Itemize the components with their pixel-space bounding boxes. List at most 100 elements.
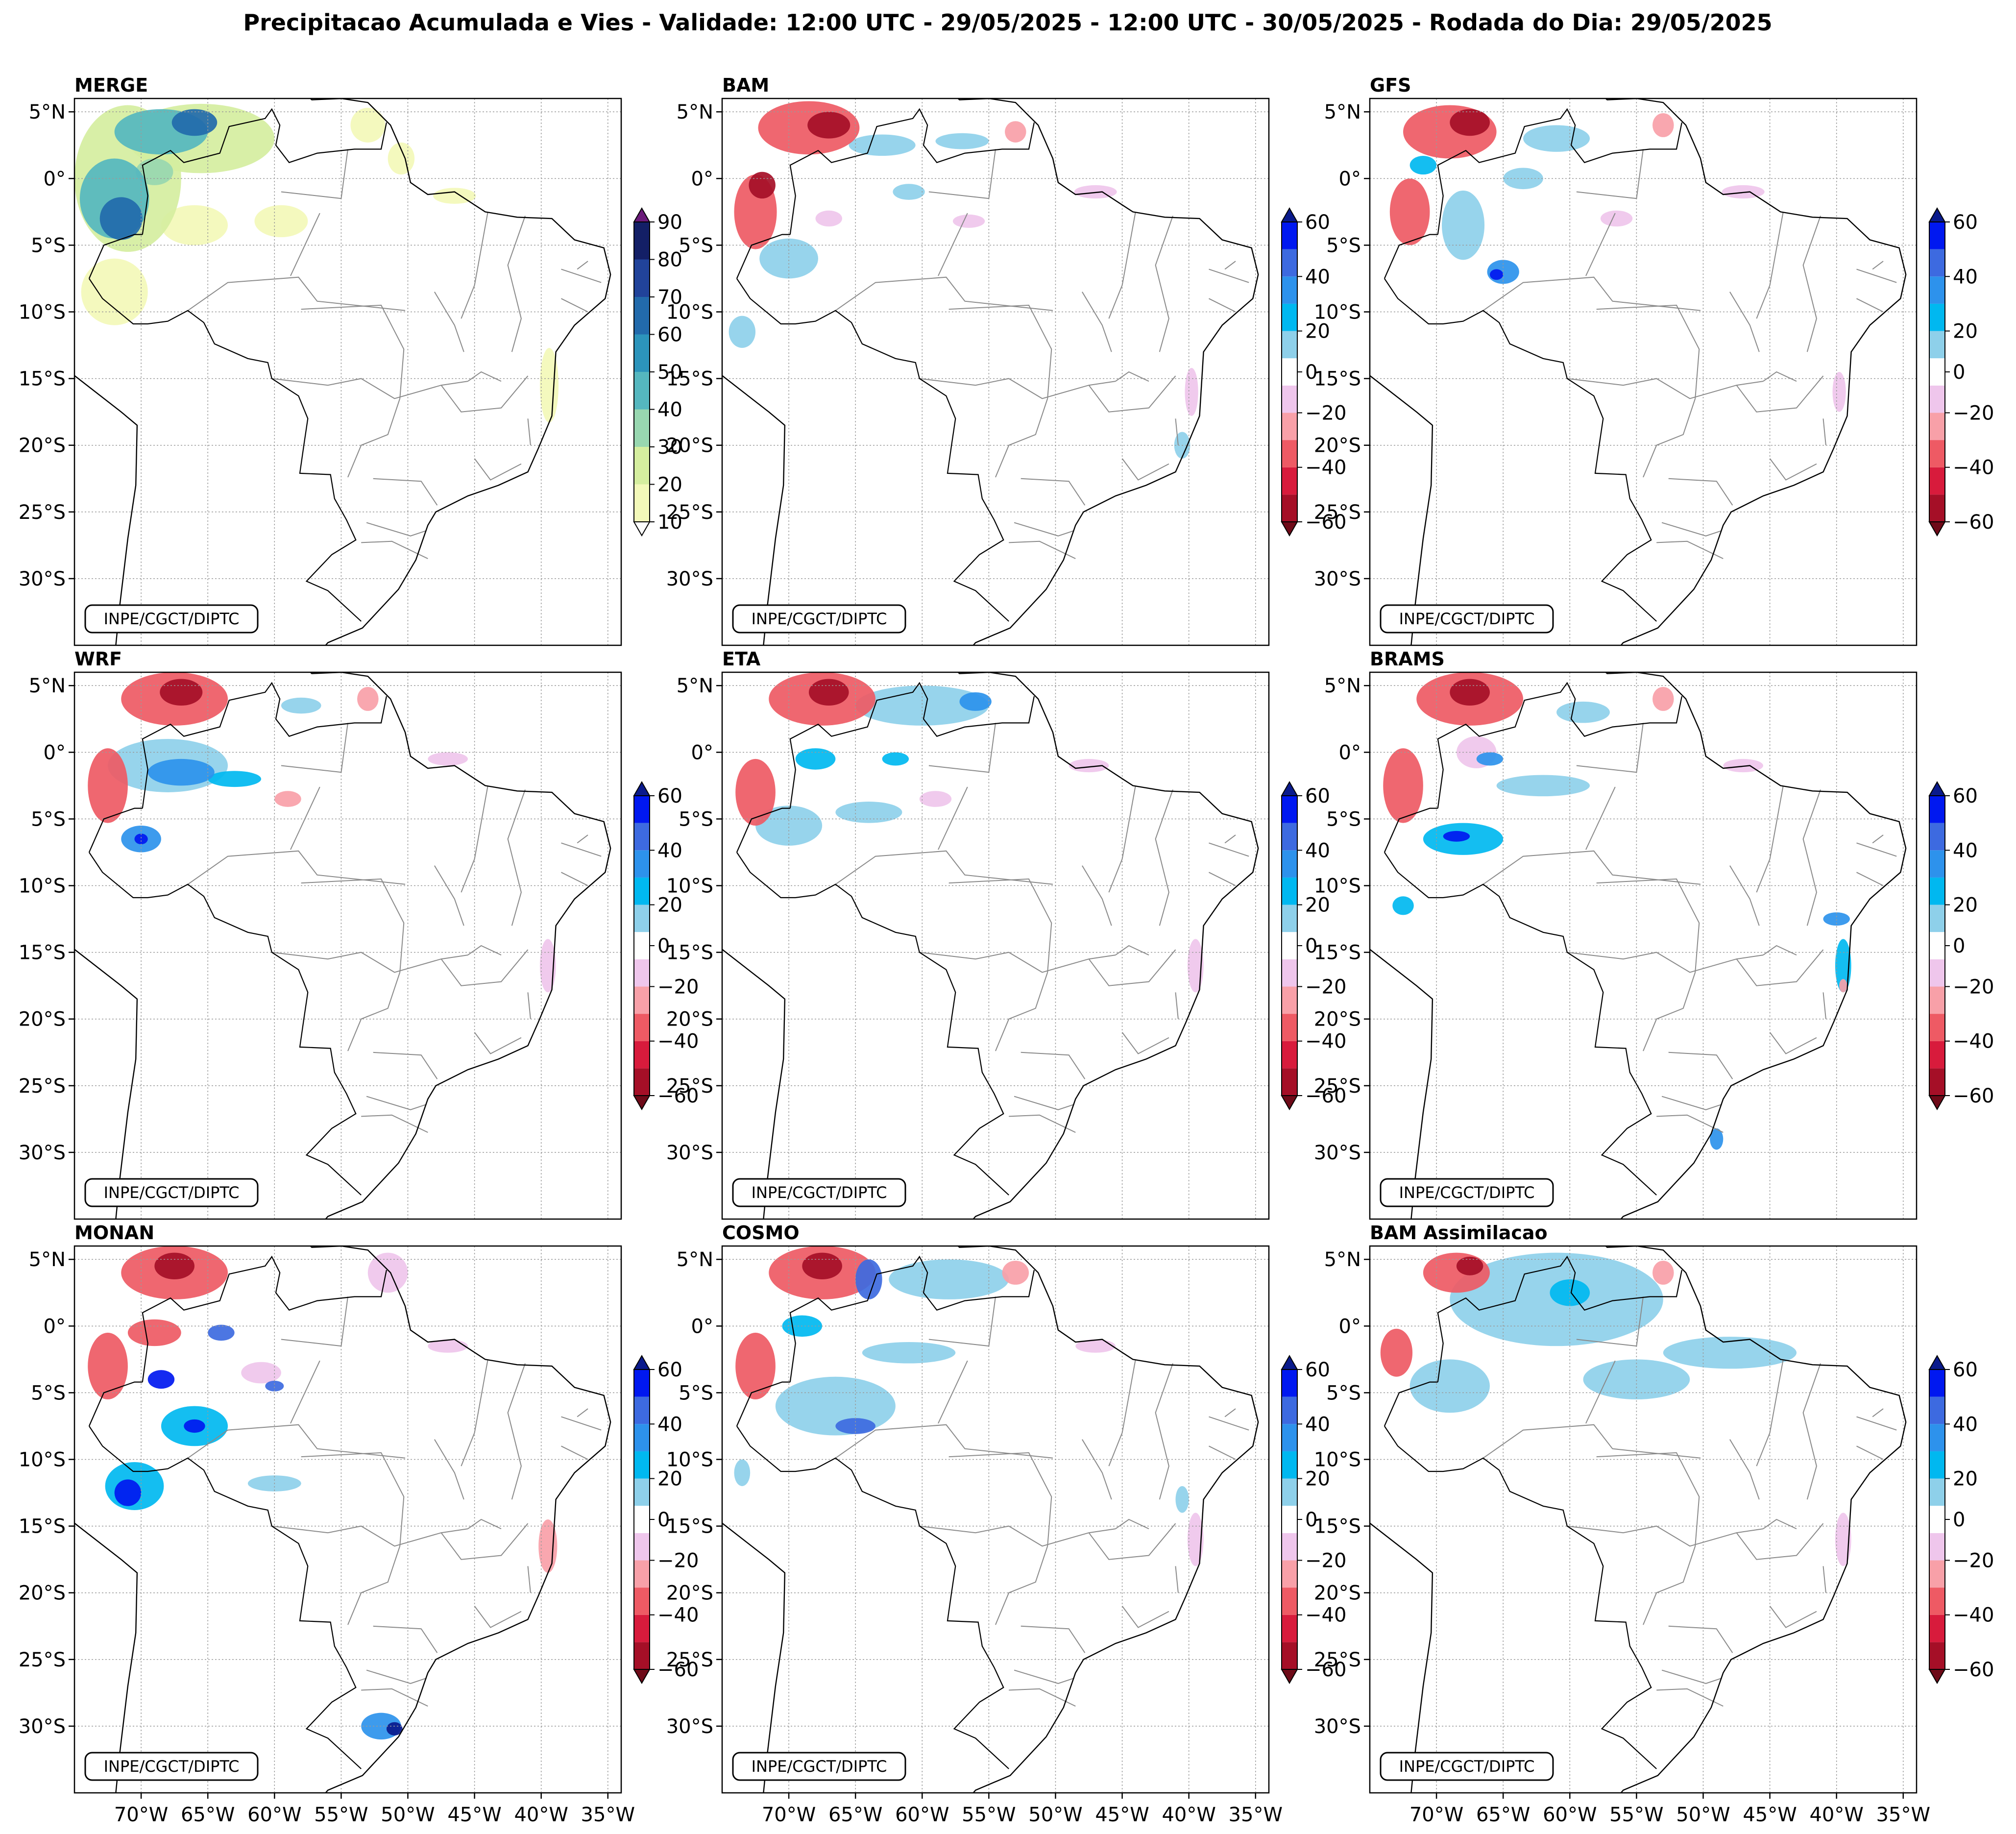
precip-area xyxy=(1832,372,1846,412)
precip-area xyxy=(88,1332,128,1400)
coastline xyxy=(309,672,611,1219)
state-boundary xyxy=(1763,1518,1797,1530)
y-tick-label: 10°S xyxy=(19,301,66,324)
state-boundary xyxy=(507,789,526,926)
colorbar-segment xyxy=(634,959,650,987)
y-tick-label: 20°S xyxy=(666,435,713,457)
y-tick-label: 25°S xyxy=(1314,1075,1361,1098)
country-border xyxy=(1384,234,1438,279)
state-boundary xyxy=(561,1445,588,1460)
state-boundary xyxy=(366,1669,427,1684)
map-background xyxy=(722,1246,1269,1793)
coastline xyxy=(74,1522,138,1793)
precip-area xyxy=(1450,109,1490,136)
country-border xyxy=(1384,1425,1657,1769)
precip-area xyxy=(889,1259,1009,1299)
state-boundary xyxy=(928,1296,996,1347)
colorbar-segment xyxy=(634,1614,650,1642)
panel-eta: ETA 5°N 0° 5°S 10°S 15°S 20°S 25°S 30°S INPE/CGCT… xyxy=(666,648,1346,1220)
colorbar-label: 40 xyxy=(1305,266,1330,288)
colorbar-segment xyxy=(1282,1068,1297,1096)
state-boundary xyxy=(1082,292,1112,352)
colorbar-label: −60 xyxy=(1953,511,1994,534)
coastline xyxy=(1370,1522,1433,1793)
state-boundary xyxy=(440,949,529,986)
state-boundary xyxy=(440,1523,529,1560)
credit-label: INPE/CGCT/DIPTC xyxy=(104,1757,240,1776)
y-tick-label: 20°S xyxy=(666,1008,713,1031)
precip-area xyxy=(1450,679,1490,706)
state-boundary xyxy=(1121,458,1169,481)
state-boundary xyxy=(919,378,1116,399)
state-boundary xyxy=(928,149,996,199)
colorbar: 60 40 20 0 −20 −40 −60 xyxy=(1281,1354,1346,1685)
state-boundary xyxy=(527,418,531,445)
colorbar-segment xyxy=(1929,1369,1945,1397)
figure-title: Precipitacao Acumulada e Vies - Validade… xyxy=(243,9,1772,36)
state-boundary xyxy=(1020,1625,1086,1653)
y-tick-label: 20°S xyxy=(1314,1008,1361,1031)
colorbar-segment xyxy=(1282,959,1297,987)
precip-area xyxy=(1389,178,1430,245)
country-border xyxy=(1437,682,1682,808)
colorbar-label: 20 xyxy=(1305,320,1330,343)
colorbar-segment xyxy=(1282,1478,1297,1506)
country-border xyxy=(789,682,1035,808)
precip-area xyxy=(1175,1486,1189,1513)
state-boundary xyxy=(366,522,427,537)
panel-cosmo: COSMO 5°N 0° 5°S 10°S 15°S 20°S 25°S 30°S 70°W 65°… xyxy=(666,1222,1347,1826)
state-boundary xyxy=(434,1439,464,1500)
state-boundary xyxy=(366,1096,427,1110)
state-boundary xyxy=(1802,1363,1821,1500)
colorbar-label: −60 xyxy=(657,1659,699,1681)
map-area xyxy=(722,672,1269,1219)
country-border xyxy=(1384,807,1438,853)
precip-area xyxy=(208,1324,235,1341)
colorbar-label: 0 xyxy=(1305,361,1317,384)
y-tick-label: 20°S xyxy=(19,1582,66,1605)
colorbar-segment xyxy=(1929,1506,1945,1533)
y-tick-label: 10°S xyxy=(666,875,713,898)
colorbar-label: 60 xyxy=(1953,785,1978,807)
x-tick-label: 40°W xyxy=(514,1804,568,1826)
colorbar-segment xyxy=(1282,440,1297,467)
colorbar-label: 0 xyxy=(657,1509,670,1531)
colorbar-segment xyxy=(1929,276,1945,304)
state-boundary xyxy=(1576,149,1644,199)
y-tick-label: 15°S xyxy=(19,368,66,391)
coastline xyxy=(1604,1246,1907,1793)
colorbar-label: −40 xyxy=(657,1604,699,1627)
state-boundary xyxy=(1769,1606,1817,1628)
y-tick-label: 5°N xyxy=(677,675,713,697)
precip-area xyxy=(919,791,952,807)
country-border xyxy=(88,1381,143,1426)
x-tick-label: 45°W xyxy=(1743,1804,1797,1826)
precip-area xyxy=(1489,269,1504,280)
x-tick-label: 55°W xyxy=(962,1804,1016,1826)
colorbar: 60 40 20 0 −20 −40 −60 xyxy=(1281,781,1346,1111)
y-tick-label: 0° xyxy=(44,1315,66,1338)
y-tick-label: 15°S xyxy=(666,1516,713,1538)
y-tick-label: 10°S xyxy=(666,1449,713,1471)
country-border xyxy=(88,807,143,853)
state-boundary xyxy=(1661,522,1722,537)
panel-frame xyxy=(721,1245,1270,1794)
colorbar-segment xyxy=(634,334,650,372)
country-border xyxy=(1384,278,1657,622)
precip-area xyxy=(855,685,989,726)
country-border xyxy=(736,807,790,853)
precip-area xyxy=(849,134,916,156)
colorbar: 60 40 20 0 −20 −40 −60 xyxy=(633,1354,699,1685)
state-boundary xyxy=(948,878,1052,973)
colorbar-segment xyxy=(1282,303,1297,331)
colorbar-label: −20 xyxy=(1953,976,1994,998)
y-tick-label: 25°S xyxy=(19,1075,66,1098)
country-border xyxy=(1437,1255,1682,1382)
y-tick-label: 15°S xyxy=(666,368,713,391)
panel-frame xyxy=(721,98,1270,646)
colorbar-segment xyxy=(1929,959,1945,987)
colorbar-segment xyxy=(634,1588,650,1615)
precip-area xyxy=(1074,185,1117,199)
precip-area xyxy=(835,802,902,823)
state-boundary xyxy=(1596,1452,1700,1546)
